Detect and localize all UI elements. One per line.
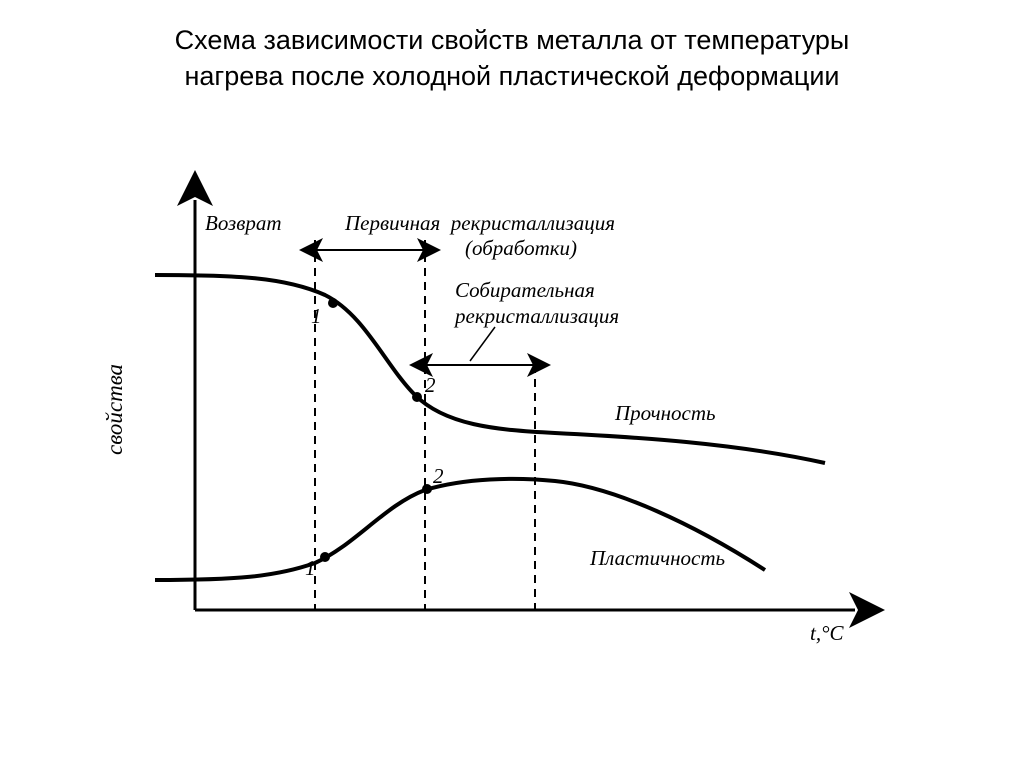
svg-text:1: 1	[311, 304, 322, 328]
zone2-label-line1: Первичная рекристаллизация	[344, 211, 615, 235]
axes	[195, 200, 855, 610]
x-axis-label: t,°C	[810, 621, 844, 645]
plasticity-label: Пластичность	[589, 546, 725, 570]
zone2-label-line2: (обработки)	[465, 236, 577, 260]
zone1-label: Возврат	[205, 211, 282, 235]
chart-diagram: 1212 Возврат Первичная рекристаллизация …	[135, 195, 895, 655]
strength-label: Прочность	[614, 401, 716, 425]
svg-text:2: 2	[433, 464, 444, 488]
zone3-label-line1: Собирательная	[455, 278, 595, 302]
page-title: Схема зависимости свойств металла от тем…	[0, 22, 1024, 95]
svg-text:2: 2	[425, 373, 436, 397]
chart-svg: 1212 Возврат Первичная рекристаллизация …	[135, 195, 895, 655]
y-axis-label: свойства	[102, 364, 128, 455]
svg-text:1: 1	[305, 556, 316, 580]
page: Схема зависимости свойств металла от тем…	[0, 0, 1024, 767]
zone3-leader-line	[470, 327, 495, 361]
zone3-label-line2: рекристаллизация	[453, 304, 619, 328]
